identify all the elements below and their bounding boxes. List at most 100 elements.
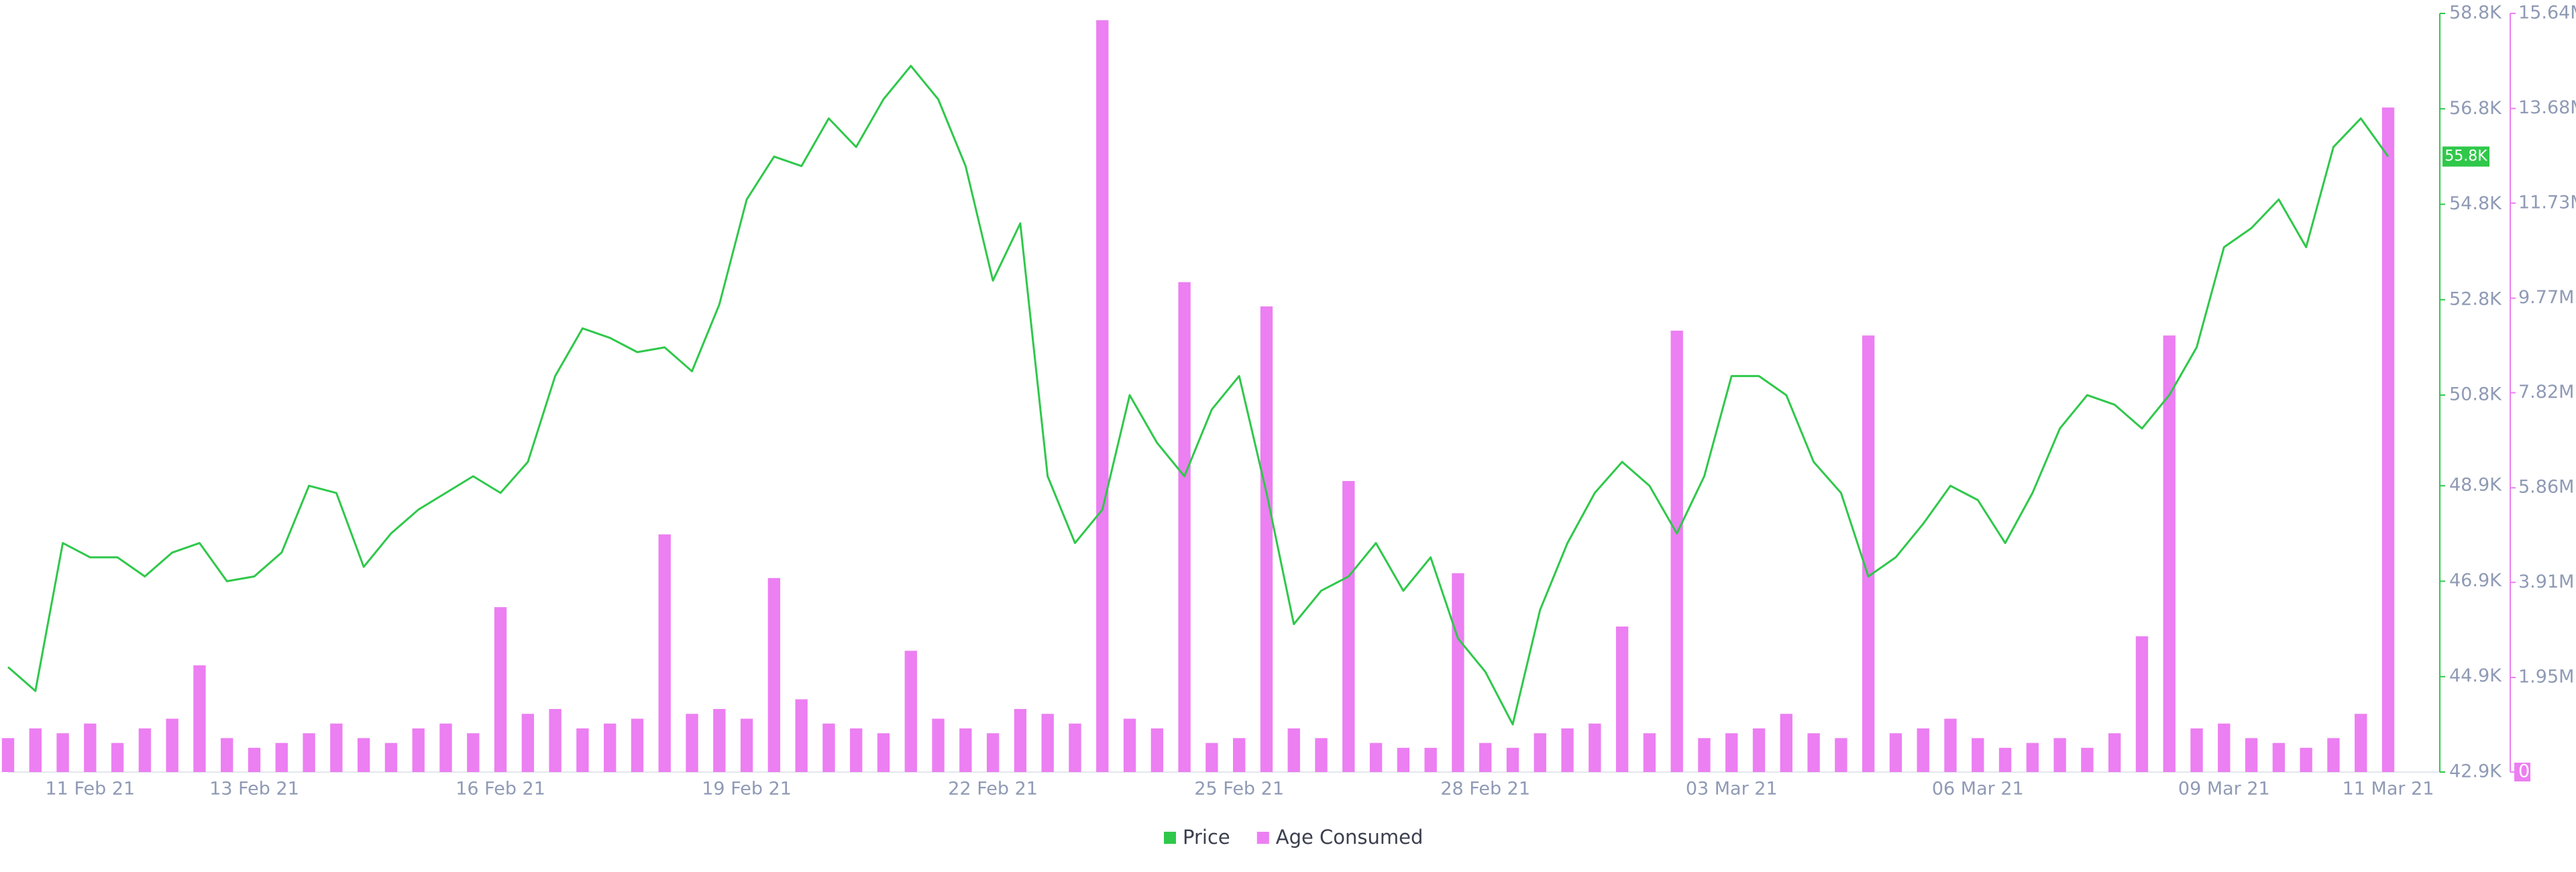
y-tick-label: 52.8K <box>2449 288 2502 309</box>
bar <box>904 651 917 772</box>
bar <box>1342 481 1355 772</box>
bar <box>850 728 863 772</box>
bar <box>1452 573 1464 772</box>
x-tick-label: 11 Mar 21 <box>2343 779 2434 800</box>
current-price-label: 55.8K <box>2445 148 2487 164</box>
x-tick-label: 03 Mar 21 <box>1686 779 1778 800</box>
x-tick-label: 22 Feb 21 <box>948 779 1038 800</box>
bar <box>1889 733 1902 772</box>
price-line <box>7 64 2390 726</box>
bar <box>2081 747 2094 772</box>
bar <box>1807 733 1820 772</box>
y-tick-label: 56.8K <box>2449 98 2502 119</box>
x-tick-label: 11 Feb 21 <box>46 779 136 800</box>
y-tick-label: 46.9K <box>2449 570 2502 591</box>
bar <box>494 607 507 772</box>
bar <box>1972 738 1984 772</box>
x-tick-label: 19 Feb 21 <box>702 779 792 800</box>
bar <box>111 743 124 772</box>
bar <box>604 723 616 772</box>
bar <box>1534 733 1546 772</box>
bar <box>330 723 343 772</box>
bar <box>1041 714 1054 772</box>
bar <box>986 733 1000 772</box>
legend: Price Age Consumed <box>1164 826 1423 849</box>
bar <box>877 733 890 772</box>
current-price-badge <box>2443 146 2489 167</box>
legend-swatch <box>1256 832 1269 844</box>
legend-label: Price <box>1183 826 1230 849</box>
bar <box>2218 723 2231 772</box>
bar <box>1479 743 1492 772</box>
bar <box>1698 738 1711 772</box>
bar <box>932 718 945 772</box>
y-tick-label: 42.9K <box>2449 761 2502 782</box>
bar <box>1561 728 1574 772</box>
bar <box>1835 738 1847 772</box>
bar <box>412 728 425 772</box>
bar <box>303 733 315 772</box>
bar <box>686 714 698 772</box>
bar <box>221 738 233 772</box>
y2-tick-label: 0 <box>2518 761 2530 782</box>
y-tick-label: 54.8K <box>2449 193 2502 214</box>
bar <box>2381 107 2395 772</box>
bar <box>521 714 535 772</box>
bar <box>1397 747 1410 772</box>
bar <box>795 699 808 772</box>
bar <box>631 718 644 772</box>
bar <box>2026 743 2039 772</box>
bar <box>439 723 452 772</box>
bar <box>2300 747 2312 772</box>
x-tick-label: 06 Mar 21 <box>1932 779 2024 800</box>
bar <box>1014 708 1027 772</box>
y2-tick-label: 15.64M <box>2518 3 2576 23</box>
y2-tick-label: 7.82M <box>2518 382 2574 402</box>
bar <box>2190 728 2203 772</box>
bar <box>1232 738 1246 772</box>
bar <box>1506 747 1519 772</box>
legend-swatch <box>1164 832 1176 844</box>
bar <box>384 743 398 772</box>
bar <box>2327 738 2340 772</box>
bar <box>658 534 671 772</box>
bar <box>1998 747 2012 772</box>
x-tick-label: 09 Mar 21 <box>2178 779 2270 800</box>
bar <box>467 733 480 772</box>
y-tick-label: 50.8K <box>2449 384 2502 405</box>
y2-tick-label: 13.68M <box>2518 97 2576 118</box>
bar <box>2053 738 2066 772</box>
y-tick-label: 48.9K <box>2449 475 2502 496</box>
bar <box>1862 335 1875 772</box>
bar <box>959 728 972 772</box>
bar <box>2272 743 2286 772</box>
bar <box>193 665 206 772</box>
bar <box>138 728 152 772</box>
y-tick-label: 44.9K <box>2449 665 2502 686</box>
x-tick-label: 28 Feb 21 <box>1440 779 1530 800</box>
bar <box>740 718 753 772</box>
bar <box>1287 728 1300 772</box>
bar <box>1589 723 1601 772</box>
bar <box>1615 626 1629 772</box>
bar <box>84 723 97 772</box>
bar <box>1205 743 1218 772</box>
bar <box>1178 282 1191 772</box>
bar <box>1096 20 1109 773</box>
y2-tick-label: 9.77M <box>2518 287 2574 308</box>
y2-zero-badge <box>2514 763 2530 781</box>
bar <box>166 718 178 772</box>
bar <box>767 578 781 772</box>
bar <box>1725 733 1738 772</box>
bar <box>1260 306 1273 773</box>
bar <box>2355 714 2367 772</box>
bar <box>1424 747 1437 772</box>
y-tick-label: 58.8K <box>2449 3 2502 23</box>
bar <box>1315 738 1328 772</box>
bar <box>1123 718 1136 772</box>
bar <box>1069 723 1081 772</box>
bar <box>275 743 288 772</box>
bar <box>2163 335 2176 772</box>
y2-tick-label: 3.91M <box>2518 571 2574 592</box>
